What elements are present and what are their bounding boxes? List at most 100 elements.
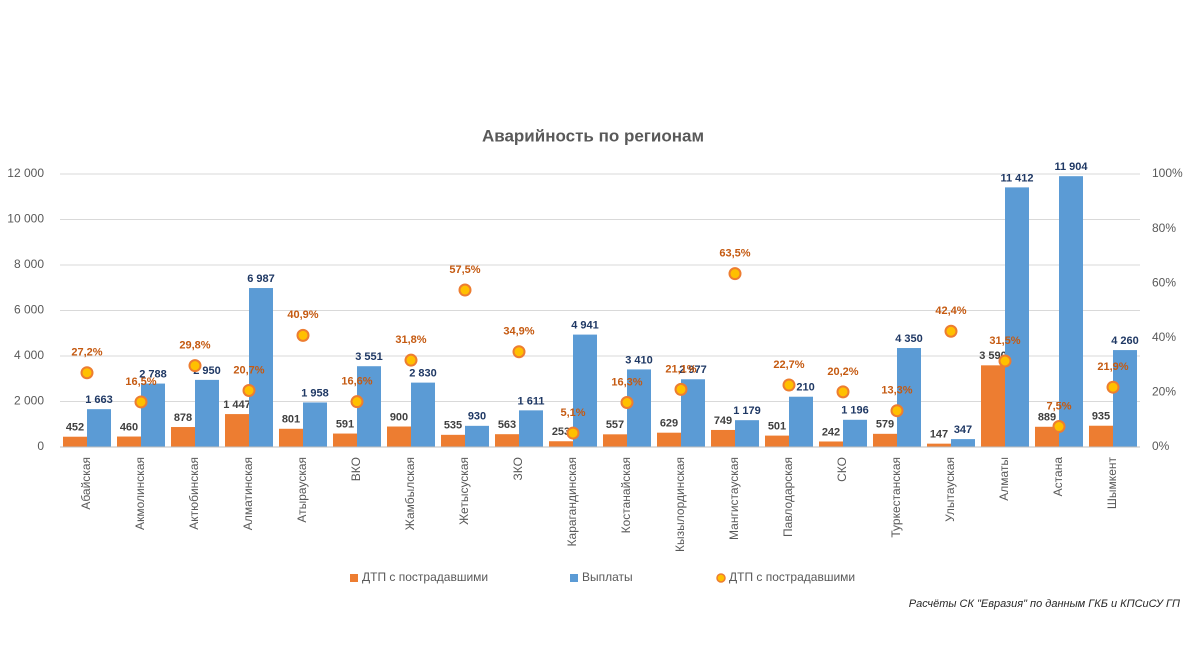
value-label: 452 xyxy=(66,422,84,434)
value-label: 2 977 xyxy=(679,364,707,376)
value-label: 20,2% xyxy=(827,366,858,378)
bar xyxy=(1035,426,1059,447)
bar xyxy=(603,434,627,447)
value-label: 4 941 xyxy=(571,319,599,331)
value-label: 579 xyxy=(876,419,894,431)
legend-marker xyxy=(570,574,578,582)
value-label: 1 447 xyxy=(223,399,251,411)
value-label: 11 412 xyxy=(1000,172,1033,184)
bar xyxy=(927,443,951,447)
value-label: 16,3% xyxy=(611,376,642,388)
x-tick-label: СКО xyxy=(835,457,849,482)
value-label: 253 xyxy=(552,426,570,438)
value-label: 1 196 xyxy=(841,405,869,417)
value-label: 6 987 xyxy=(247,273,275,285)
y-tick-label: 6 000 xyxy=(14,303,44,317)
value-label: 31,8% xyxy=(395,334,426,346)
value-label: 40,9% xyxy=(287,309,318,321)
value-label: 147 xyxy=(930,429,948,441)
dot xyxy=(620,396,634,410)
dot xyxy=(242,383,256,397)
bar xyxy=(549,441,573,447)
bar xyxy=(819,441,843,447)
value-label: 3 551 xyxy=(355,351,383,363)
value-label: 20,7% xyxy=(233,364,264,376)
value-label: 29,8% xyxy=(179,340,210,352)
bar xyxy=(735,420,759,447)
bar xyxy=(951,439,975,447)
bar xyxy=(171,427,195,447)
bar xyxy=(495,434,519,447)
dot xyxy=(404,353,418,367)
bar xyxy=(411,382,435,447)
value-label: 557 xyxy=(606,419,624,431)
value-label: 4 260 xyxy=(1111,335,1139,347)
value-label: 2 788 xyxy=(139,368,167,380)
value-label: 63,5% xyxy=(719,248,750,260)
value-label: 57,5% xyxy=(449,264,480,276)
value-label: 889 xyxy=(1038,412,1056,424)
dot xyxy=(350,395,364,409)
bar xyxy=(843,419,867,447)
y-tick-label: 8 000 xyxy=(14,257,44,271)
dot xyxy=(782,378,796,392)
bar xyxy=(117,436,141,447)
value-label: 22,7% xyxy=(773,359,804,371)
value-label: 749 xyxy=(714,415,732,427)
bar xyxy=(873,433,897,447)
dot xyxy=(134,395,148,409)
dot xyxy=(944,324,958,338)
dot xyxy=(674,382,688,396)
legend-marker xyxy=(716,573,726,583)
bar xyxy=(627,369,651,447)
bar xyxy=(333,433,357,447)
y-tick-label: 2 000 xyxy=(14,394,44,408)
bar xyxy=(387,426,411,447)
bar xyxy=(303,402,327,447)
value-label: 27,2% xyxy=(71,347,102,359)
bar xyxy=(1005,187,1029,447)
y-tick-label: 4 000 xyxy=(14,348,44,362)
value-label: 535 xyxy=(444,420,462,432)
bar xyxy=(279,428,303,447)
x-tick-label: Алматинская xyxy=(241,457,255,530)
x-tick-label: Алматы xyxy=(997,457,1011,501)
dot xyxy=(890,404,904,418)
x-tick-label: ЗКО xyxy=(511,457,525,480)
x-tick-label: Актюбинская xyxy=(187,457,201,530)
x-tick-label: Мангистауская xyxy=(727,457,741,540)
y-tick-label: 10 000 xyxy=(7,212,44,226)
y2-tick-label: 0% xyxy=(1152,439,1170,453)
dot xyxy=(566,426,580,440)
value-label: 563 xyxy=(498,419,516,431)
x-tick-label: ВКО xyxy=(349,457,363,481)
bar xyxy=(789,396,813,447)
dot xyxy=(728,267,742,281)
value-label: 1 179 xyxy=(733,405,761,417)
legend-label: ДТП с пострадавшими xyxy=(362,570,488,584)
value-label: 801 xyxy=(282,414,300,426)
bar xyxy=(249,288,273,447)
y2-tick-label: 80% xyxy=(1152,221,1176,235)
bar xyxy=(195,379,219,447)
value-label: 34,9% xyxy=(503,326,534,338)
legend-marker xyxy=(350,574,358,582)
bar xyxy=(141,383,165,447)
x-tick-label: Улытауская xyxy=(943,457,957,522)
y2-tick-label: 40% xyxy=(1152,330,1176,344)
bar xyxy=(765,435,789,447)
dot xyxy=(296,328,310,342)
value-label: 935 xyxy=(1092,411,1110,423)
x-tick-label: Акмолинская xyxy=(133,457,147,530)
value-label: 5,1% xyxy=(560,407,585,419)
value-label: 878 xyxy=(174,412,192,424)
value-label: 1 958 xyxy=(301,387,329,399)
bar xyxy=(897,348,921,447)
value-label: 1 663 xyxy=(85,394,113,406)
y-tick-label: 0 xyxy=(37,439,44,453)
dot xyxy=(80,366,94,380)
value-label: 930 xyxy=(468,411,486,423)
value-label: 2 830 xyxy=(409,368,437,380)
value-label: 7,5% xyxy=(1046,400,1071,412)
dot xyxy=(836,385,850,399)
